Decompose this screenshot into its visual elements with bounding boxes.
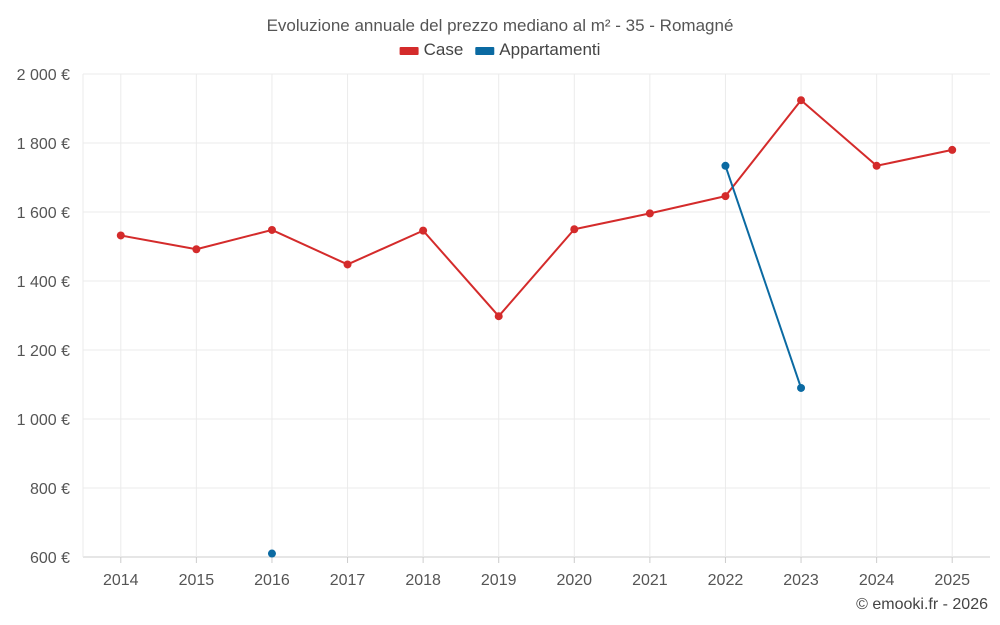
x-tick-label: 2016	[254, 572, 290, 589]
data-point[interactable]	[192, 245, 201, 254]
x-tick-label: 2023	[783, 572, 819, 589]
legend-item[interactable]: Case	[399, 40, 464, 59]
x-tick-label: 2014	[103, 572, 139, 589]
series-case	[116, 96, 957, 321]
data-point[interactable]	[570, 225, 579, 234]
y-tick-label: 1 000 €	[17, 412, 70, 429]
data-point[interactable]	[797, 383, 806, 392]
legend-item[interactable]: Appartamenti	[475, 40, 600, 59]
data-point[interactable]	[343, 260, 352, 269]
data-point[interactable]	[797, 96, 806, 105]
y-axis: 600 € 800 € 1 000 € 1 200 € 1 400 € 1 600 € 1 …	[17, 67, 70, 567]
legend-swatch	[475, 47, 495, 55]
data-point[interactable]	[721, 192, 730, 201]
legend[interactable]: Case Appartamenti	[399, 40, 601, 59]
y-tick-label: 800 €	[30, 481, 70, 498]
data-point[interactable]	[721, 161, 730, 170]
data-point[interactable]	[116, 231, 125, 240]
data-point[interactable]	[872, 161, 881, 170]
x-tick-label: 2024	[859, 572, 895, 589]
x-tick-label: 2021	[632, 572, 668, 589]
y-tick-label: 1 800 €	[17, 136, 70, 153]
credit-text: © emooki.fr - 2026	[856, 596, 988, 613]
data-point[interactable]	[948, 145, 957, 154]
data-point[interactable]	[267, 549, 276, 558]
x-tick-label: 2015	[179, 572, 215, 589]
x-tick-label: 2022	[708, 572, 744, 589]
y-tick-label: 1 200 €	[17, 343, 70, 360]
data-point[interactable]	[645, 209, 654, 218]
x-tick-label: 2025	[934, 572, 970, 589]
series-line	[120, 99, 953, 318]
y-tick-label: 600 €	[30, 550, 70, 567]
x-axis: 2014 2015 2016 2017 2018 2019 2020 2021 2022 2023…	[103, 557, 970, 589]
chart-title: Evoluzione annuale del prezzo mediano al…	[267, 16, 734, 35]
y-tick-label: 1 400 €	[17, 274, 70, 291]
series-group	[116, 96, 957, 558]
series-line	[724, 165, 802, 389]
x-tick-label: 2017	[330, 572, 366, 589]
x-tick-label: 2018	[405, 572, 441, 589]
legend-label: Case	[424, 40, 464, 59]
legend-swatch	[399, 47, 419, 55]
x-tick-label: 2019	[481, 572, 517, 589]
data-point[interactable]	[419, 226, 428, 235]
data-point[interactable]	[494, 312, 503, 321]
x-tick-label: 2020	[556, 572, 592, 589]
legend-label: Appartamenti	[499, 40, 600, 59]
y-tick-label: 1 600 €	[17, 205, 70, 222]
series-appartamenti	[267, 161, 806, 558]
y-tick-label: 2 000 €	[17, 67, 70, 84]
data-point[interactable]	[267, 225, 276, 234]
